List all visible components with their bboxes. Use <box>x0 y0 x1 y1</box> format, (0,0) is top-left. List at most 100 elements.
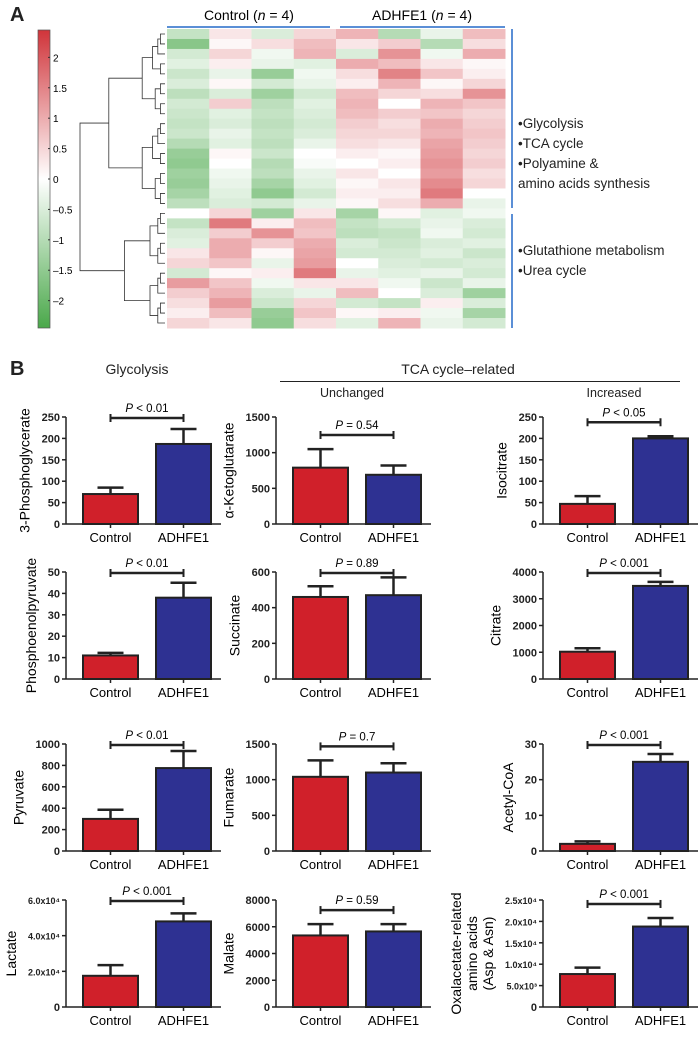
heatmap-cell <box>420 268 464 279</box>
x-tick-label: ADHFE1 <box>635 530 686 545</box>
y-tick-label: 0 <box>264 1002 270 1014</box>
y-tick-label: 200 <box>519 433 537 445</box>
heatmap-cell <box>167 108 210 120</box>
y-tick-label: 4000 <box>513 567 537 579</box>
bar-chart-oxalacetate-related: 0 5.0x10³ 1.0x10⁴ 1.5x10⁴ 2.0x10⁴ 2.5x10⁴ Oxal… <box>448 889 698 1028</box>
heatmap-cell <box>420 188 464 199</box>
unchanged-header: Unchanged <box>320 386 384 400</box>
bar-chart-malate: 0 2000 4000 6000 8000 Malate Control ADHFE1 P = … <box>221 895 431 1028</box>
bar-adhfe1 <box>155 920 212 1009</box>
heatmap-cell <box>167 218 210 229</box>
bar-adhfe1 <box>155 442 212 525</box>
y-tick-label: 0 <box>264 519 270 531</box>
heatmap-cell <box>167 298 210 309</box>
heatmap-cell <box>420 128 464 140</box>
heatmap-cell <box>378 268 421 279</box>
x-tick-label: ADHFE1 <box>635 857 686 872</box>
y-tick-label: 1000 <box>246 775 270 787</box>
heatmap-cell <box>167 268 210 279</box>
x-tick-label: ADHFE1 <box>158 530 209 545</box>
p-value: = 0.54 <box>343 420 379 432</box>
y-tick-label: 20 <box>525 775 537 787</box>
y-axis-label: α-Ketoglutarate <box>221 422 237 518</box>
heatmap-cell <box>293 308 337 319</box>
heatmap-cell <box>251 98 295 110</box>
heatmap-cell <box>378 248 421 259</box>
heatmap-cell <box>293 288 337 299</box>
y-tick-label: 50 <box>48 498 60 510</box>
p-value: < 0.001 <box>607 558 649 570</box>
y-tick-label: 400 <box>42 803 60 815</box>
heatmap-cell <box>251 208 295 219</box>
heatmap-cell <box>293 138 337 150</box>
heatmap-cell <box>336 318 379 329</box>
heatmap-cell <box>378 128 421 140</box>
heatmap-cell <box>462 178 506 189</box>
heatmap-cell <box>251 128 295 140</box>
heatmap-cell <box>209 228 252 239</box>
heatmap-cell <box>167 98 210 110</box>
heatmap-cell <box>167 38 210 50</box>
x-tick-label: Control <box>300 1013 342 1028</box>
heatmap-cell <box>167 78 210 90</box>
heatmap-cell <box>209 118 252 130</box>
p-value-label: P < 0.001 <box>122 886 172 898</box>
heatmap-cell <box>293 228 337 239</box>
y-axis-label: Malate <box>221 932 237 974</box>
heatmap-cell <box>336 198 379 209</box>
heatmap-cell <box>336 218 379 229</box>
heatmap-cell <box>336 288 379 299</box>
heatmap-cell <box>251 228 295 239</box>
heatmap-cell <box>420 48 464 60</box>
heatmap-cell <box>167 228 210 239</box>
heatmap-cell <box>420 238 464 249</box>
heatmap-cell <box>293 258 337 269</box>
x-tick-label: Control <box>90 857 132 872</box>
p-value-label: P = 0.7 <box>339 731 376 743</box>
heatmap-cell <box>167 188 210 199</box>
heatmap-cell <box>462 128 506 140</box>
heatmap-cell <box>378 29 421 40</box>
heatmap-cell <box>251 158 295 170</box>
heatmap-cell <box>167 178 210 189</box>
y-axis-label: Isocitrate <box>494 442 510 499</box>
heatmap-cell <box>462 218 506 229</box>
p-value: < 0.001 <box>130 886 172 898</box>
heatmap-cell <box>167 198 210 209</box>
heatmap-cell <box>420 218 464 229</box>
tca-header: TCA cycle–related <box>401 361 515 377</box>
y-tick-label: 1000 <box>246 448 270 460</box>
p-value-label: P = 0.54 <box>335 420 379 432</box>
p-value: = 0.7 <box>346 731 375 743</box>
note-urea: •Urea cycle <box>518 263 587 278</box>
x-tick-label: Control <box>567 1013 609 1028</box>
bar-chart-acetyl-coa: 0 10 20 30 Acetyl-CoA Control ADHFE1 P < 0.001 <box>500 730 698 872</box>
dendrogram-root <box>79 122 125 272</box>
heatmap-cell <box>293 188 337 199</box>
heatmap-cell <box>378 308 421 319</box>
p-symbol: P <box>339 731 347 743</box>
bar-adhfe1 <box>155 596 212 680</box>
heatmap-cell <box>462 248 506 259</box>
p-value-label: P = 0.89 <box>335 558 378 570</box>
heatmap-cell <box>167 68 210 80</box>
heatmap-cell <box>378 138 421 150</box>
heatmap-cell <box>251 248 295 259</box>
heatmap-cell <box>378 288 421 299</box>
y-tick-label: 150 <box>42 455 60 467</box>
colorbar-tick-label: 2 <box>53 53 59 64</box>
bar-adhfe1 <box>632 437 689 525</box>
heatmap-cell <box>209 258 252 269</box>
heatmap-cell <box>251 38 295 50</box>
x-tick-label: Control <box>567 530 609 545</box>
y-axis-label: Succinate <box>227 595 243 657</box>
heatmap-cell <box>378 88 421 100</box>
bar-adhfe1 <box>632 760 689 852</box>
colorbar-tick-label: 1.5 <box>53 84 67 95</box>
heatmap-cell <box>336 308 379 319</box>
heatmap-cell <box>336 118 379 130</box>
p-value: < 0.001 <box>607 889 649 901</box>
x-tick-label: ADHFE1 <box>635 685 686 700</box>
p-symbol: P <box>599 730 607 742</box>
